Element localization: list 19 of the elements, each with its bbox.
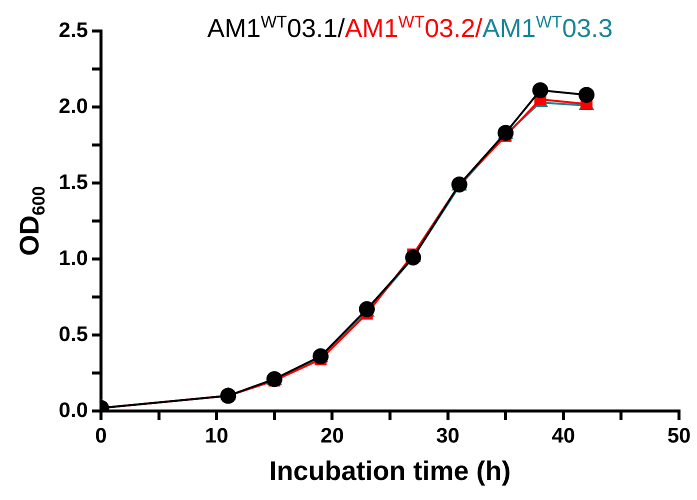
point [578, 86, 595, 103]
y-tick-label: 2.0 [58, 94, 88, 118]
x-tick-label: 30 [436, 424, 460, 448]
text: AM1$^{WT}$03.3 [482, 12, 613, 43]
x-tick-label: 0 [95, 424, 107, 448]
y-tick-label: 1.5 [58, 170, 88, 194]
y-tick-label: 2.5 [58, 18, 88, 42]
x-axis-title: Incubation time (h) [268, 456, 512, 487]
text: AM1$^{WT}$03.1/ [207, 12, 345, 43]
x-tick-label: 10 [204, 424, 228, 448]
text: AM1$^{WT}$03.2/ [344, 12, 482, 43]
x-tick-label: 40 [552, 424, 576, 448]
x-tick-label: 20 [320, 424, 344, 448]
x-tick-label: 50 [667, 424, 691, 448]
y-tick-label: 1.0 [58, 246, 88, 270]
y-tick-label: 0.5 [58, 322, 88, 346]
point [405, 249, 422, 266]
y-tick-label: 0.0 [58, 398, 88, 422]
point [532, 82, 548, 98]
